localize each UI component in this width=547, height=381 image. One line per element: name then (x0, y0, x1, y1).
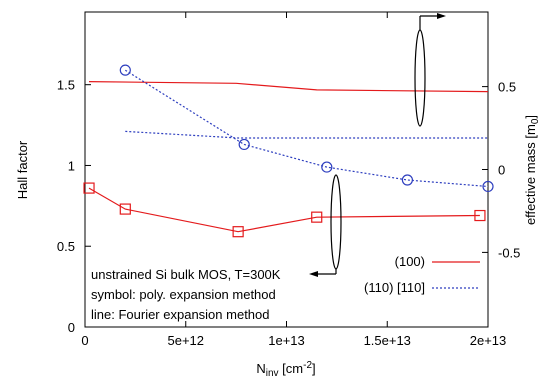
data-point-square (311, 211, 323, 223)
right-axis-indicator (414, 13, 446, 127)
y-right-tick-label: -0.5 (498, 245, 520, 260)
x-tick-label: 2e+13 (470, 333, 507, 348)
axes: 0 5e+12 1e+13 1.5e+13 2e+13 0 0.5 1 1.5 -0.5 0 0.5 (57, 11, 520, 348)
legend-label-110: (110) [110] (364, 280, 425, 295)
left-indicator-ellipse (330, 174, 342, 270)
data-point-square (119, 203, 131, 215)
x-label-unit-sup: -2 (303, 360, 312, 371)
legend-label-100: (100) (395, 254, 425, 269)
series-100-line (88, 81, 489, 93)
right-indicator-ellipse (414, 29, 426, 127)
data-point-square (232, 226, 244, 238)
x-tick-label: 1e+13 (268, 333, 305, 348)
y-left-tick-label: 0 (68, 320, 75, 335)
annotation-block: unstrained Si bulk MOS, T=300K symbol: p… (91, 267, 281, 322)
y-right-tick-label: 0.5 (498, 80, 516, 95)
data-point-square (83, 182, 95, 194)
y-axis-label-right: effective mass [m0] (523, 115, 541, 225)
x-tick-label: 5e+12 (167, 333, 204, 348)
x-tick-label: 0 (81, 333, 88, 348)
x-label-sub: inv (266, 368, 279, 379)
annotation-line-1: unstrained Si bulk MOS, T=300K (91, 267, 281, 282)
data-point-circle (119, 64, 131, 76)
y-left-tick-label: 1 (68, 158, 75, 173)
series-110-line (125, 130, 488, 139)
left-indicator-arrowhead (309, 271, 318, 277)
x-label-main: N (256, 361, 265, 376)
annotation-line-3: line: Fourier expansion method (91, 307, 270, 322)
data-point-circle (482, 180, 494, 193)
y-axis-label-left: Hall factor (15, 140, 30, 199)
axis-indicators (309, 13, 446, 277)
y-right-tick-label: 0 (498, 163, 505, 178)
legend: (100) (110) [110] (364, 254, 480, 295)
y-right-label-sub: 0 (530, 118, 541, 124)
data-point-circle (401, 174, 413, 186)
x-label-unit: [cm (279, 361, 304, 376)
right-indicator-arrowhead (437, 13, 446, 19)
y-left-tick-label: 1.5 (57, 78, 75, 93)
left-axis-indicator (309, 174, 342, 277)
data-point-square (474, 209, 486, 222)
x-axis-label: Ninv [cm-2] (256, 360, 315, 379)
x-label-unit-end: ] (312, 361, 316, 376)
x-tick-label: 1.5e+13 (364, 333, 411, 348)
series-layer (83, 64, 494, 238)
data-point-circle (238, 138, 250, 151)
y-left-tick-label: 0.5 (57, 239, 75, 254)
annotation-line-2: symbol: poly. expansion method (91, 287, 276, 302)
series-110-symbol (124, 69, 489, 188)
y-right-label-end: ] (523, 115, 538, 119)
y-right-label-main: effective mass [m (523, 124, 538, 225)
series-100-symbol (88, 187, 480, 233)
data-point-circle (321, 161, 333, 173)
